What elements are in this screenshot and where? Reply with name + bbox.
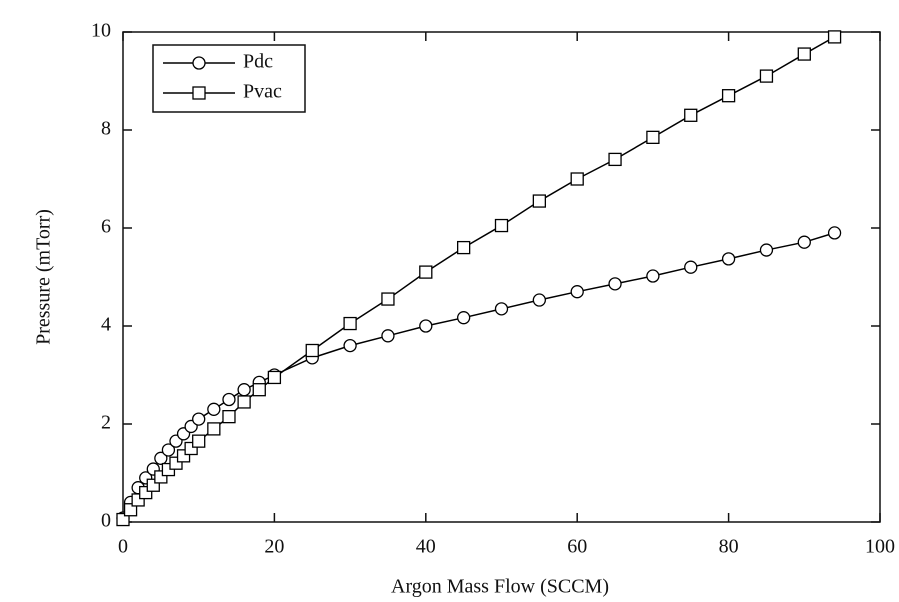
data-point bbox=[381, 292, 395, 306]
data-point bbox=[759, 243, 774, 257]
data-point bbox=[237, 383, 251, 397]
y-tick-label: 0 bbox=[101, 510, 111, 532]
data-point bbox=[827, 226, 842, 240]
y-tick-label: 6 bbox=[101, 216, 111, 238]
data-point bbox=[646, 269, 660, 283]
y-tick-label: 10 bbox=[91, 20, 111, 42]
data-point bbox=[532, 293, 546, 307]
data-point bbox=[684, 108, 698, 122]
legend-box bbox=[152, 44, 306, 113]
data-point bbox=[494, 302, 509, 316]
data-point bbox=[192, 412, 206, 426]
data-point bbox=[456, 240, 471, 255]
data-point bbox=[759, 69, 774, 83]
legend-label: Pvac bbox=[243, 81, 282, 103]
data-point bbox=[123, 503, 138, 517]
series-line bbox=[122, 232, 835, 519]
data-point bbox=[721, 252, 736, 266]
data-point bbox=[456, 311, 471, 325]
data-point bbox=[207, 402, 221, 416]
data-point bbox=[608, 277, 622, 291]
y-tick-label: 2 bbox=[101, 412, 111, 434]
data-point bbox=[154, 451, 168, 465]
x-tick-label: 60 bbox=[567, 536, 587, 558]
x-axis-label: Argon Mass Flow (SCCM) bbox=[391, 576, 609, 598]
data-point bbox=[116, 512, 130, 527]
data-point bbox=[797, 47, 811, 61]
data-point bbox=[343, 316, 357, 331]
data-point bbox=[721, 89, 736, 103]
data-point bbox=[381, 329, 395, 343]
legend-marker bbox=[192, 86, 206, 100]
data-point bbox=[161, 443, 176, 457]
data-point bbox=[532, 194, 546, 208]
x-tick-label: 80 bbox=[719, 536, 739, 558]
x-tick-label: 20 bbox=[264, 536, 284, 558]
legend-marker bbox=[192, 56, 206, 70]
data-point bbox=[797, 235, 811, 249]
data-point bbox=[237, 395, 251, 409]
data-point bbox=[419, 319, 433, 333]
y-tick-label: 8 bbox=[101, 118, 111, 140]
data-point bbox=[570, 172, 584, 186]
data-point bbox=[192, 434, 206, 448]
data-point bbox=[343, 338, 357, 353]
data-point bbox=[646, 130, 660, 145]
x-tick-label: 0 bbox=[118, 536, 128, 558]
data-point bbox=[494, 218, 509, 233]
x-tick-label: 40 bbox=[416, 536, 436, 558]
data-point bbox=[684, 260, 698, 274]
data-point bbox=[222, 409, 236, 424]
data-point bbox=[419, 265, 433, 279]
x-tick-label: 100 bbox=[865, 536, 895, 558]
data-point bbox=[608, 152, 622, 167]
data-point bbox=[207, 422, 221, 436]
data-point bbox=[827, 30, 842, 44]
y-axis-label: Pressure (mTorr) bbox=[33, 209, 55, 345]
legend-label: Pdc bbox=[243, 51, 273, 73]
data-point bbox=[222, 392, 236, 407]
y-tick-label: 4 bbox=[101, 314, 111, 336]
data-point bbox=[252, 383, 266, 397]
plot-frame bbox=[122, 31, 881, 523]
data-point bbox=[267, 370, 282, 385]
data-point bbox=[305, 343, 319, 358]
data-point bbox=[570, 285, 584, 299]
